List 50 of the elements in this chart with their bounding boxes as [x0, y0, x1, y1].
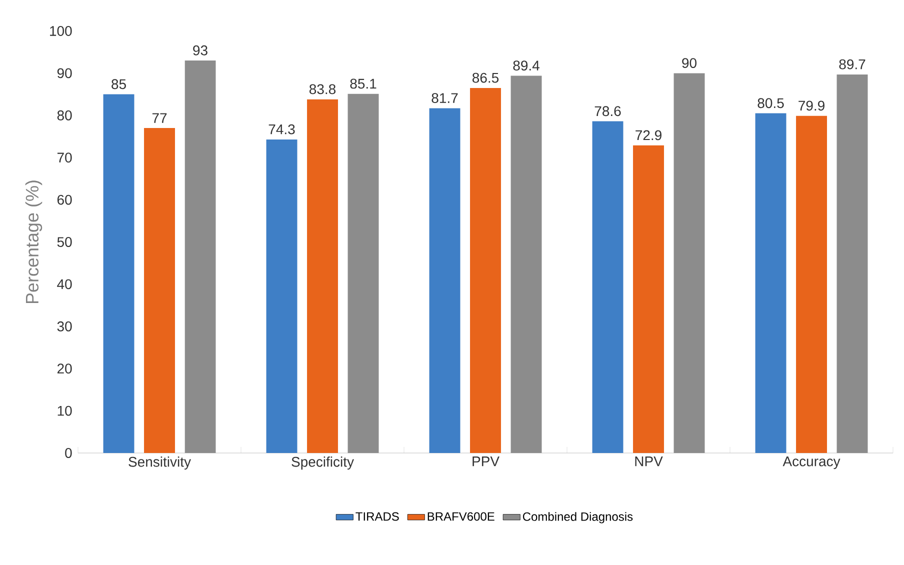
data-label: 86.5	[472, 72, 499, 83]
data-label: 72.9	[636, 130, 662, 140]
bar	[307, 99, 338, 453]
bar	[836, 74, 868, 453]
bar	[266, 139, 298, 453]
y-tick-label: 10	[58, 406, 72, 416]
data-label: 80.5	[758, 98, 784, 108]
y-tick-label: 0	[65, 448, 72, 458]
data-label: 93	[193, 45, 208, 56]
data-label: 89.4	[513, 60, 540, 71]
y-tick-label: 100	[50, 26, 72, 36]
bar	[755, 113, 786, 453]
bar	[674, 73, 705, 453]
bar	[184, 60, 216, 453]
x-tick-label: Specificity	[292, 456, 354, 470]
data-label: 83.8	[309, 84, 336, 94]
y-tick-label: 30	[57, 321, 72, 332]
data-label: 81.7	[432, 93, 458, 104]
y-tick-label: 70	[57, 152, 72, 163]
legend-label: BRAFV600E	[428, 512, 494, 521]
bar	[633, 145, 664, 453]
y-tick-label: 50	[57, 237, 72, 247]
y-axis-title: Percentage (%)	[25, 180, 42, 304]
data-label: 78.6	[594, 106, 621, 116]
legend-label: Combined Diagnosis	[522, 512, 633, 524]
y-tick-label: 60	[57, 194, 72, 205]
bar	[429, 108, 460, 453]
bar	[103, 94, 134, 453]
data-label: 77	[152, 113, 167, 123]
bar	[144, 128, 175, 453]
bar	[348, 94, 379, 453]
y-tick-label: 80	[57, 110, 72, 120]
y-tick-label: 20	[57, 364, 72, 374]
x-tick-label: Accuracy	[782, 456, 840, 470]
legend-label: TIRADS	[356, 512, 399, 521]
bar	[510, 76, 542, 453]
data-label: 79.9	[798, 100, 824, 111]
y-tick-label: 40	[57, 279, 72, 290]
data-label: 74.3	[268, 124, 295, 134]
bar	[796, 116, 827, 453]
bar	[592, 121, 624, 453]
data-label: 85	[112, 79, 126, 90]
data-label: 85.1	[350, 78, 376, 89]
data-label: 90	[682, 58, 696, 68]
x-tick-label: NPV	[635, 456, 663, 466]
x-tick-label: PPV	[472, 456, 500, 466]
bar	[470, 88, 501, 453]
y-tick-label: 90	[57, 68, 72, 78]
data-label: 89.7	[839, 59, 866, 70]
x-tick-label: Sensitivity	[128, 456, 191, 470]
